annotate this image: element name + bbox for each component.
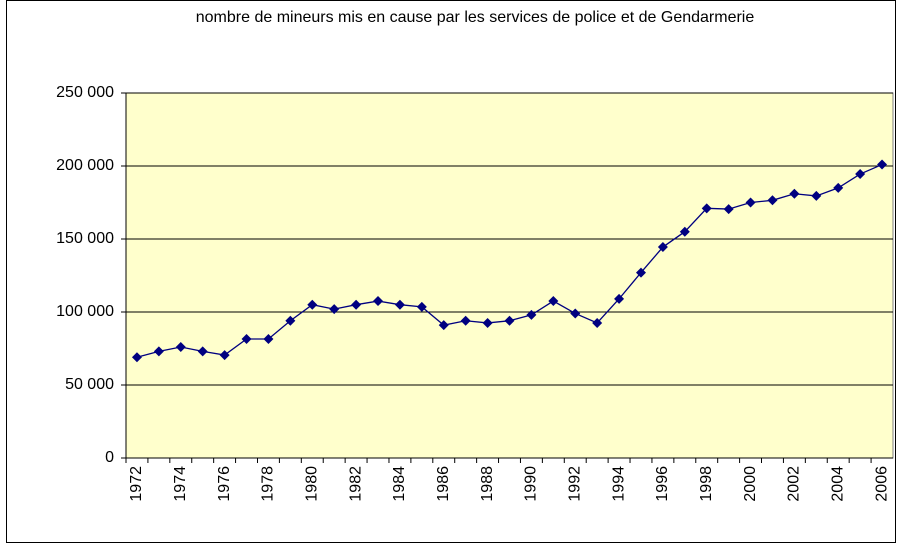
marker bbox=[679, 226, 690, 237]
y-tick-label: 250 000 bbox=[56, 84, 114, 101]
marker bbox=[263, 334, 274, 345]
x-tick-label: 1972 bbox=[128, 466, 145, 502]
marker bbox=[592, 317, 603, 328]
y-tick-label: 150 000 bbox=[56, 230, 114, 247]
marker bbox=[548, 296, 559, 307]
marker bbox=[526, 309, 537, 320]
x-tick-label: 2002 bbox=[786, 466, 803, 502]
marker bbox=[614, 293, 625, 304]
x-tick-label: 1998 bbox=[698, 466, 715, 502]
marker bbox=[285, 315, 296, 326]
x-tick-label: 1978 bbox=[260, 466, 277, 502]
x-tick-label: 2006 bbox=[873, 466, 890, 502]
marker bbox=[482, 317, 493, 328]
y-tick-label: 0 bbox=[105, 449, 114, 466]
marker bbox=[373, 296, 384, 307]
marker bbox=[723, 204, 734, 215]
marker bbox=[153, 346, 164, 357]
x-tick-label: 1988 bbox=[479, 466, 496, 502]
x-tick-label: 1994 bbox=[610, 466, 627, 502]
x-tick-label: 1982 bbox=[347, 466, 364, 502]
marker bbox=[701, 203, 712, 214]
x-tick-label: 1980 bbox=[303, 466, 320, 502]
marker bbox=[351, 299, 362, 310]
y-tick-label: 50 000 bbox=[65, 376, 114, 393]
x-tick-label: 1984 bbox=[391, 466, 408, 502]
x-tick-label: 2004 bbox=[829, 466, 846, 502]
marker bbox=[767, 195, 778, 206]
x-tick-label: 1974 bbox=[172, 466, 189, 502]
chart-title: nombre de mineurs mis en cause par les s… bbox=[195, 9, 755, 26]
marker bbox=[329, 304, 340, 315]
marker bbox=[438, 320, 449, 331]
marker bbox=[570, 308, 581, 319]
x-tick-label: 1990 bbox=[523, 466, 540, 502]
marker bbox=[175, 342, 186, 353]
x-tick-label: 1996 bbox=[654, 466, 671, 502]
marker bbox=[745, 197, 756, 208]
marker bbox=[811, 190, 822, 201]
marker bbox=[657, 242, 668, 253]
marker bbox=[394, 299, 405, 310]
marker bbox=[833, 182, 844, 193]
marker bbox=[635, 267, 646, 278]
marker bbox=[131, 352, 142, 363]
marker bbox=[877, 159, 888, 170]
marker bbox=[789, 188, 800, 199]
marker bbox=[855, 169, 866, 180]
x-tick-label: 1986 bbox=[435, 466, 452, 502]
plot-area bbox=[125, 92, 894, 459]
marker bbox=[307, 299, 318, 310]
y-tick-label: 200 000 bbox=[56, 157, 114, 174]
marker bbox=[241, 334, 252, 345]
marker bbox=[416, 301, 427, 312]
x-tick-label: 1976 bbox=[216, 466, 233, 502]
x-tick-label: 2000 bbox=[742, 466, 759, 502]
y-tick-label: 100 000 bbox=[56, 303, 114, 320]
marker bbox=[460, 315, 471, 326]
x-tick-label: 1992 bbox=[566, 466, 583, 502]
marker bbox=[219, 350, 230, 361]
marker bbox=[197, 346, 208, 357]
marker bbox=[504, 315, 515, 326]
